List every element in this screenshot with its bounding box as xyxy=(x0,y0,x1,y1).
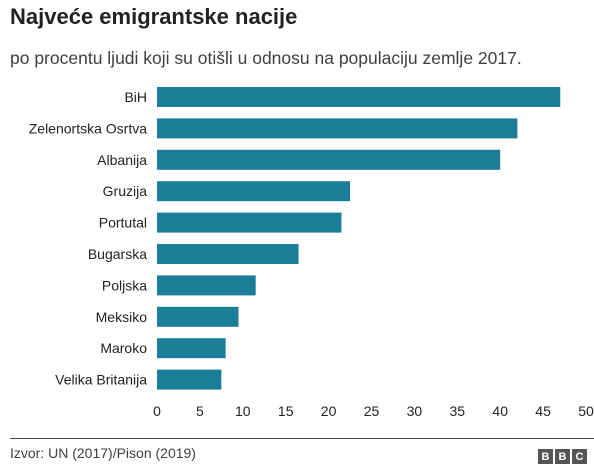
chart-subtitle: po procentu ljudi koji su otišli u odnos… xyxy=(10,48,522,68)
bbc-logo-letter: C xyxy=(572,449,587,464)
bar xyxy=(157,338,226,359)
bar xyxy=(157,212,342,233)
bbc-logo-letter: B xyxy=(555,449,570,464)
category-label: Zelenortska Osrtva xyxy=(29,120,147,136)
bbc-logo-letter: B xyxy=(538,449,553,464)
category-label: Meksiko xyxy=(96,309,148,325)
x-tick-label: 45 xyxy=(535,403,551,419)
bar xyxy=(157,306,239,327)
category-label: Poljska xyxy=(102,277,147,293)
x-tick-label: 30 xyxy=(407,403,423,419)
chart-title: Najveće emigrantske nacije xyxy=(10,4,298,29)
category-label: Maroko xyxy=(100,340,147,356)
bar xyxy=(157,87,561,107)
bar xyxy=(157,244,299,264)
x-tick-label: 15 xyxy=(278,403,294,419)
bar xyxy=(157,369,222,390)
x-tick-label: 35 xyxy=(450,403,466,419)
bar xyxy=(157,275,256,296)
x-tick-label: 10 xyxy=(235,403,251,419)
source-note: Izvor: UN (2017)/Pison (2019) xyxy=(10,445,196,461)
category-label: Bugarska xyxy=(88,246,147,262)
bar xyxy=(157,118,518,139)
x-tick-label: 50 xyxy=(578,403,594,419)
bar xyxy=(157,181,351,202)
footer-divider xyxy=(10,438,594,439)
bbc-logo: B B C xyxy=(538,449,587,464)
x-tick-label: 25 xyxy=(364,403,380,419)
bar-chart: BiH Zelenortska Osrtva Albanija Gruzija Port… xyxy=(29,87,594,419)
category-label: Portutal xyxy=(99,215,147,231)
x-tick-label: 5 xyxy=(196,403,204,419)
bar xyxy=(157,149,501,170)
category-label: Gruzija xyxy=(103,183,148,199)
category-label: BiH xyxy=(124,89,147,105)
x-tick-label: 20 xyxy=(321,403,337,419)
category-label: Albanija xyxy=(97,152,147,168)
x-tick-label: 40 xyxy=(492,403,508,419)
x-tick-label: 0 xyxy=(153,403,161,419)
category-label: Velika Britanija xyxy=(55,372,147,388)
